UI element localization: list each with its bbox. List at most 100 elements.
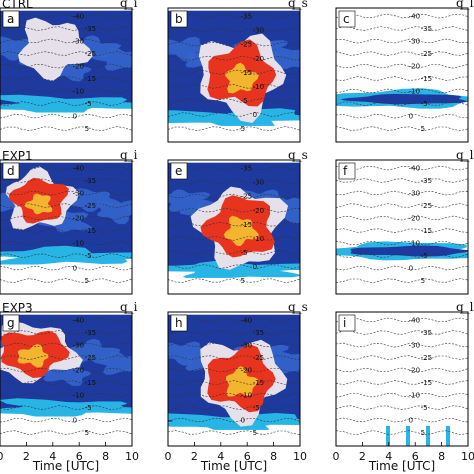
panel-frame: [167, 311, 301, 447]
temperature-contour: [0, 380, 132, 385]
contour-label: -15: [253, 379, 264, 387]
contour-label: -10: [409, 392, 420, 400]
temperature-contour: [168, 405, 300, 410]
panel-field: -35-30-25-20-15-10 -5 05: [168, 160, 300, 294]
panel-letter: a: [7, 12, 14, 26]
contour-label: 0: [409, 265, 413, 273]
temperature-contour: [0, 203, 132, 208]
panel-frame: [0, 7, 133, 143]
x-tick-label: 0: [0, 450, 4, 463]
panel-frame: [0, 311, 133, 447]
temperature-contour: [0, 165, 132, 171]
contour-label: 5: [85, 277, 89, 285]
contour-label: -15: [421, 75, 432, 83]
panel-frame: [0, 159, 133, 295]
contour-label: -5: [421, 100, 428, 108]
contour-label: -5: [241, 249, 248, 257]
temperature-contour: [336, 126, 468, 131]
temperature-contour: [168, 392, 300, 398]
temperature-contour: [168, 126, 300, 131]
temperature-contour: [0, 51, 132, 56]
x-tick-label: 10: [293, 450, 307, 463]
contour-label: -5: [85, 404, 92, 412]
panel-b: -35-30-25-20-15-10 -5 05 b q_s: [167, 0, 308, 143]
field-streak: [168, 341, 210, 366]
contour-label: -5: [85, 252, 92, 260]
contour-label: -15: [241, 221, 252, 229]
contour-label: -10: [253, 235, 264, 243]
panel-field: -40-35-30-25-20-15-10-5 05: [0, 160, 132, 294]
temperature-contour: [0, 190, 132, 196]
contour-label: -20: [253, 55, 264, 63]
temperature-contour: [0, 367, 132, 373]
contour-label: -40: [241, 317, 252, 325]
field-edge-cyan: [0, 398, 132, 418]
temperature-contour: [0, 76, 132, 81]
contour-label: -35: [85, 329, 96, 337]
temperature-contour: [336, 101, 468, 106]
x-tick-label: 6: [76, 450, 83, 463]
contour-label: -25: [85, 50, 96, 58]
panel-letter-box: [170, 162, 188, 180]
contour-label: -35: [241, 13, 252, 21]
panel-e: -35-30-25-20-15-10 -5 05 e q_s: [167, 148, 308, 295]
liquid-spike: [446, 425, 450, 446]
x-axis-label: Time [UTC]: [200, 459, 267, 473]
panel-field: -35-30-25-20-15-10 -5 05: [168, 8, 300, 142]
panel-field: -40-35-30-25-20-15-10-5 05: [168, 312, 300, 446]
contour-label: -35: [253, 329, 264, 337]
temperature-contour: [336, 228, 468, 233]
contour-label: -10: [409, 88, 420, 96]
panel-field: -40-35-30-25-20-15-10-5 05: [0, 312, 132, 446]
temperature-contour: [168, 367, 300, 373]
temperature-contour: [0, 253, 132, 258]
contour-label: -10: [73, 240, 84, 248]
x-tick-label: 0: [333, 450, 340, 463]
panel-field: -40-35-30-25-20-15-10-5 05: [0, 8, 132, 142]
temperature-contour: [168, 221, 300, 227]
contour-label: -20: [241, 367, 252, 375]
x-tick-label: 6: [244, 450, 251, 463]
temperature-contour: [336, 392, 468, 398]
temperature-contour: [0, 126, 132, 131]
contour-label: -35: [421, 329, 432, 337]
temperature-contour: [336, 165, 468, 171]
contour-label: -20: [409, 63, 420, 71]
temperature-contour: [168, 250, 300, 255]
field-edge-cyan: [0, 94, 132, 115]
temperature-contour: [168, 342, 300, 348]
field-edge-cyan: [0, 245, 132, 266]
panel-frame: [335, 159, 469, 295]
contour-label: -10: [241, 392, 252, 400]
temperature-contour: [168, 193, 300, 199]
field-below: [168, 277, 300, 294]
temperature-contour: [168, 70, 300, 75]
temperature-contour: [336, 405, 468, 410]
contour-label: -30: [253, 27, 264, 35]
liquid-spike: [426, 425, 430, 446]
contour-label: -25: [241, 193, 252, 201]
contour-label: -25: [85, 354, 96, 362]
row-label: EXP1: [2, 149, 33, 163]
contour-label: 0: [253, 111, 257, 119]
field-below: [0, 264, 132, 294]
contour-label: -30: [73, 342, 84, 350]
temperature-contour: [0, 101, 132, 106]
field-streak: [37, 210, 92, 233]
temperature-contour: [0, 278, 132, 283]
panel-background: [336, 8, 468, 142]
field-streak: [90, 48, 132, 71]
panel-frame: [335, 311, 469, 447]
panel-c: -40-35-30-25-20-15-10-5 05 c q_l: [335, 0, 474, 143]
field-below: [0, 416, 132, 446]
contour-label: -35: [85, 25, 96, 33]
panel-letter: h: [175, 316, 183, 330]
panel-frame: [167, 7, 301, 143]
contour-label: -15: [241, 69, 252, 77]
temperature-contour: [0, 178, 132, 183]
contour-label: -10: [73, 88, 84, 96]
contour-label: -40: [409, 165, 420, 173]
x-tick-label: 2: [23, 450, 30, 463]
temperature-contour: [0, 228, 132, 233]
